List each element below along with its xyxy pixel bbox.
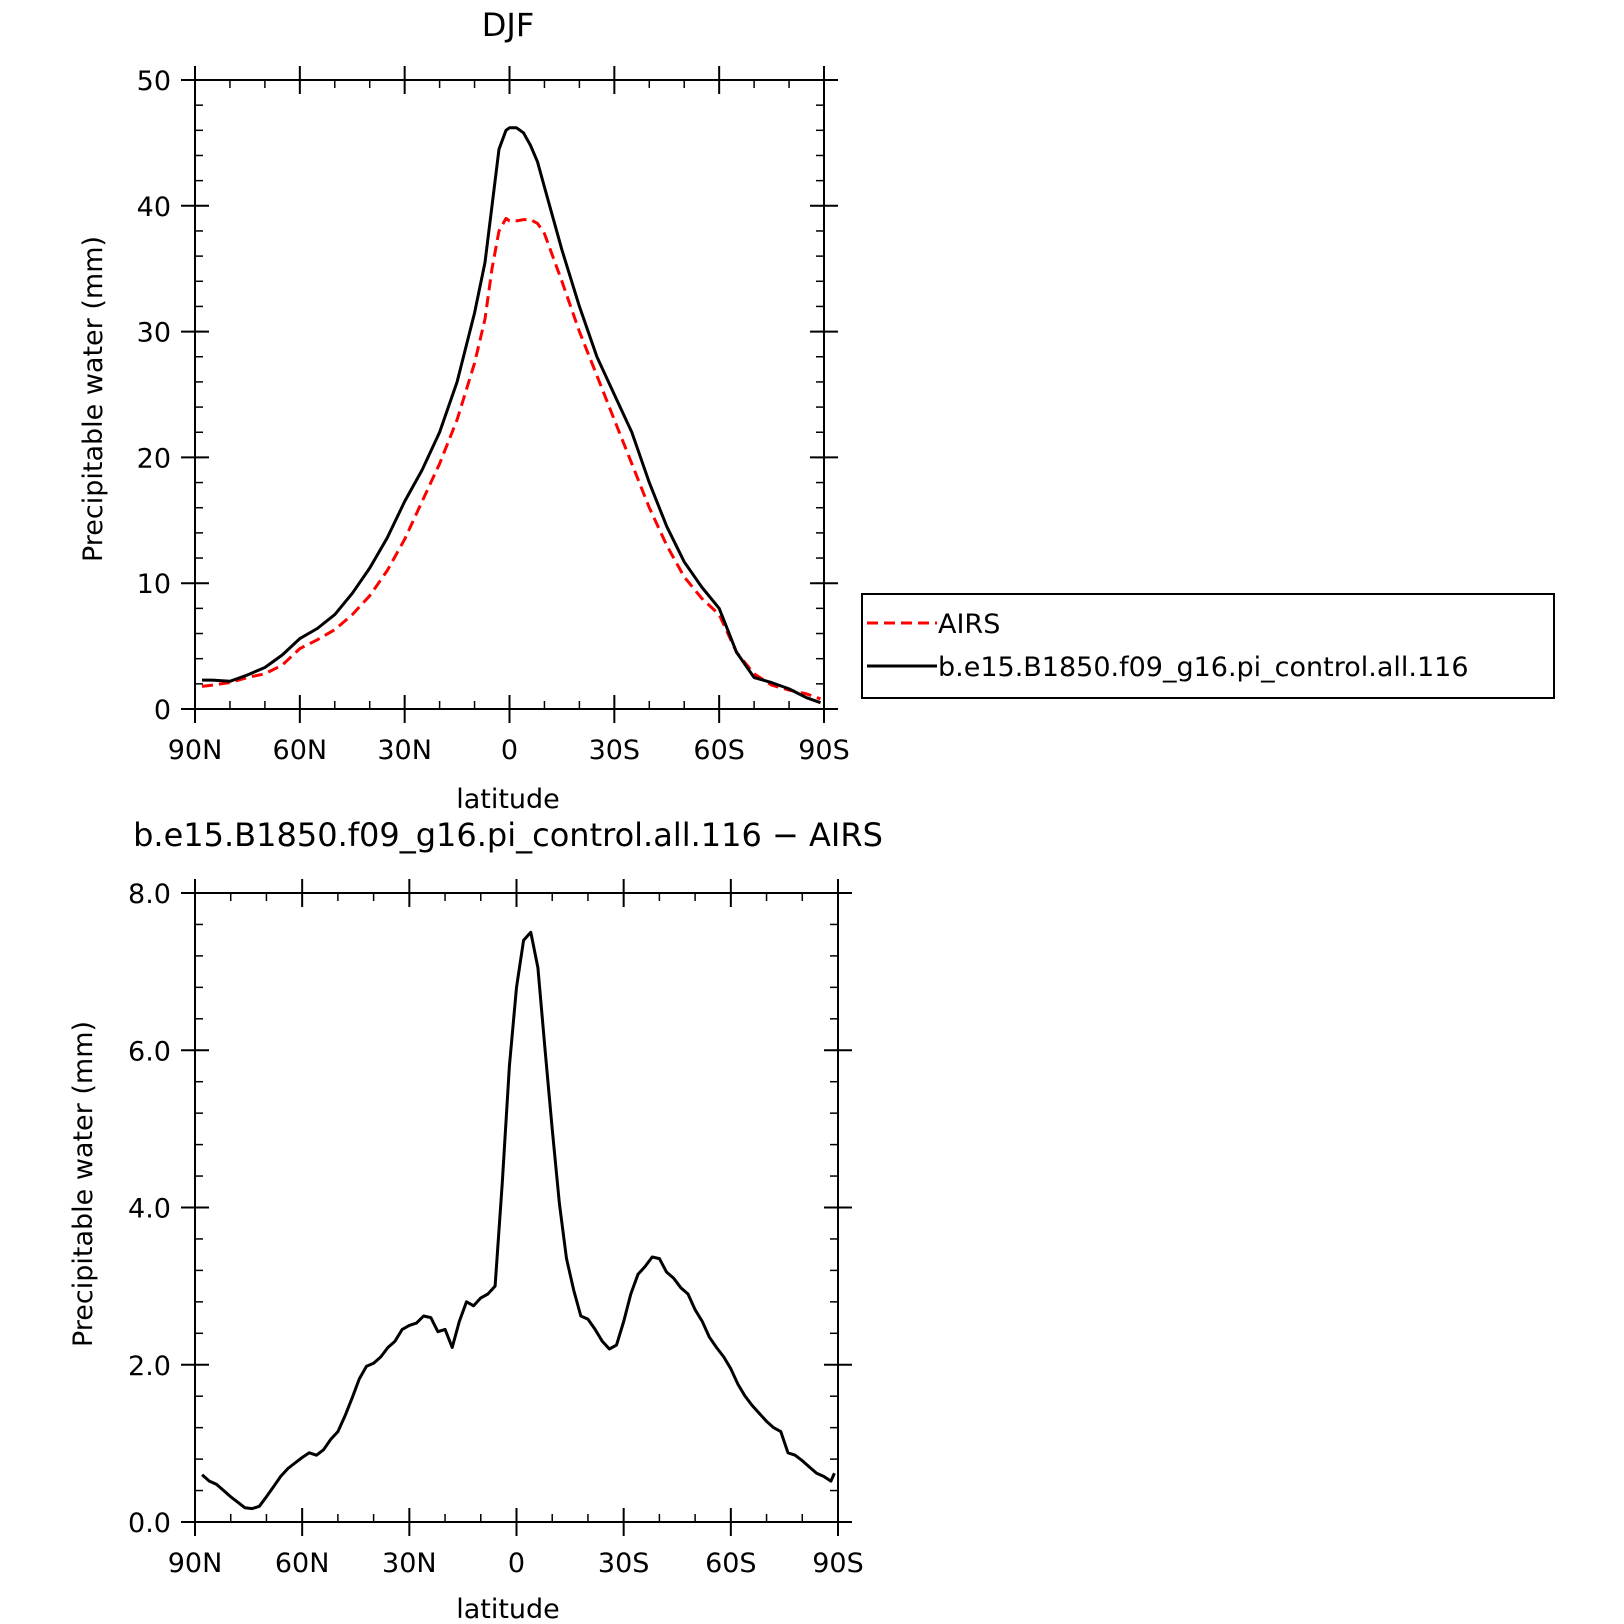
y-tick-label: 0 [154, 695, 171, 726]
x-tick-label: 60N [275, 1548, 330, 1579]
x-tick-label: 30S [598, 1548, 650, 1579]
legend-box [861, 593, 1555, 699]
x-tick-label: 90N [168, 1548, 223, 1579]
x-axis-label: latitude [456, 1594, 560, 1624]
y-tick-label: 0.0 [128, 1508, 171, 1539]
x-tick-label: 60N [273, 735, 328, 766]
y-axis-label: Precipitable water (mm) [68, 1021, 99, 1347]
plot-frame [194, 79, 825, 710]
x-axis-label: latitude [456, 784, 560, 815]
y-tick-label: 6.0 [128, 1036, 171, 1067]
series-line-model [202, 126, 822, 705]
x-tick-label: 30N [377, 735, 432, 766]
y-tick-label: 50 [137, 66, 171, 97]
y-tick-label: 40 [137, 192, 171, 223]
x-tick-label: 90N [168, 735, 223, 766]
legend-label-model: b.e15.B1850.f09_g16.pi_control.all.116 [938, 652, 1469, 683]
y-tick-label: 30 [137, 318, 171, 349]
x-tick-label: 90S [812, 1548, 864, 1579]
x-tick-label: 30S [589, 735, 641, 766]
plot-area: 0.0 2.0 4.0 6.0 8.0 90N 60N 30N 0 30S 60S 90S [128, 879, 864, 1579]
y-tick-label: 4.0 [128, 1194, 171, 1225]
plot-area: 0 10 20 30 40 50 90N 60N 30N 0 30S 60S 90S [137, 66, 850, 766]
x-tick-label: 30N [382, 1548, 437, 1579]
x-tick-label: 90S [798, 735, 850, 766]
legend-label-airs: AIRS [938, 609, 1000, 640]
chart-djf: DJF 0 10 20 30 40 50 90N 60N 30N 0 30S 60S 90S latit… [78, 6, 1555, 815]
series-line-difference [201, 930, 836, 1511]
x-tick-label: 0 [508, 1548, 525, 1579]
chart-title: DJF [482, 6, 534, 44]
y-axis-label: Precipitable water (mm) [78, 236, 109, 562]
series-line-airs [201, 216, 822, 701]
y-tick-label: 8.0 [128, 879, 171, 910]
x-tick-label: 60S [705, 1548, 757, 1579]
x-tick-label: 0 [501, 735, 518, 766]
y-tick-label: 20 [137, 443, 171, 474]
y-tick-label: 10 [137, 569, 171, 600]
x-tick-label: 60S [693, 735, 745, 766]
y-tick-label: 2.0 [128, 1351, 171, 1382]
chart-title: b.e15.B1850.f09_g16.pi_control.all.116 −… [133, 816, 883, 854]
chart-difference: b.e15.B1850.f09_g16.pi_control.all.116 −… [68, 816, 883, 1624]
legend: AIRS b.e15.B1850.f09_g16.pi_control.all.… [861, 593, 1555, 699]
